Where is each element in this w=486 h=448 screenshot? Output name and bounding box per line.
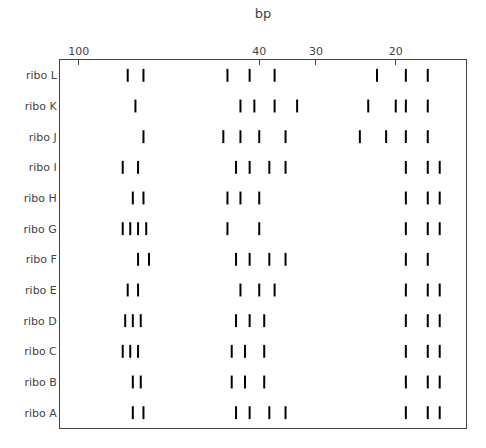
svg-text:ribo J: ribo J: [29, 131, 57, 144]
svg-text:ribo L: ribo L: [26, 69, 58, 82]
svg-text:ribo F: ribo F: [26, 253, 57, 266]
svg-text:ribo G: ribo G: [23, 223, 56, 236]
svg-text:ribo D: ribo D: [24, 315, 57, 328]
svg-text:ribo I: ribo I: [29, 161, 57, 174]
svg-text:100: 100: [68, 45, 89, 58]
svg-text:bp: bp: [255, 6, 272, 21]
svg-text:ribo K: ribo K: [25, 100, 58, 113]
svg-text:40: 40: [252, 45, 266, 58]
svg-text:20: 20: [389, 45, 403, 58]
svg-text:ribo B: ribo B: [24, 376, 56, 389]
svg-text:ribo A: ribo A: [24, 407, 57, 420]
svg-text:ribo H: ribo H: [24, 192, 57, 205]
svg-text:ribo E: ribo E: [25, 284, 57, 297]
svg-text:30: 30: [309, 45, 323, 58]
svg-text:ribo C: ribo C: [24, 345, 57, 358]
